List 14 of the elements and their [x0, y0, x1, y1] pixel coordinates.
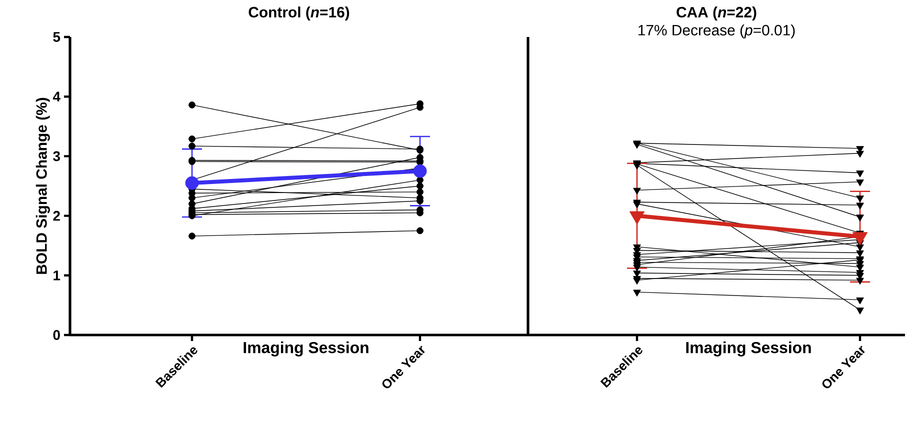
y-tick-label: 5	[53, 32, 60, 42]
chart-title: Control (n=16)	[248, 6, 350, 20]
y-tick-label: 4	[52, 92, 60, 102]
x-axis-title: Imaging Session	[244, 342, 368, 356]
x-tick-label: One Year	[822, 346, 865, 388]
chart-title: CAA (n=22)	[676, 6, 756, 20]
chart-subtitle: 17% Decrease (p=0.01)	[638, 24, 795, 38]
y-tick-label: 1	[54, 270, 60, 280]
x-axis-title: Imaging Session	[686, 342, 811, 356]
y-tick-label: 0	[53, 330, 60, 340]
y-tick-label: 2	[53, 210, 60, 221]
y-axis-title: BOLD Signal Change (%)	[36, 98, 50, 274]
x-tick-label: One Year	[382, 346, 425, 388]
y-tick-label: 3	[53, 151, 60, 162]
